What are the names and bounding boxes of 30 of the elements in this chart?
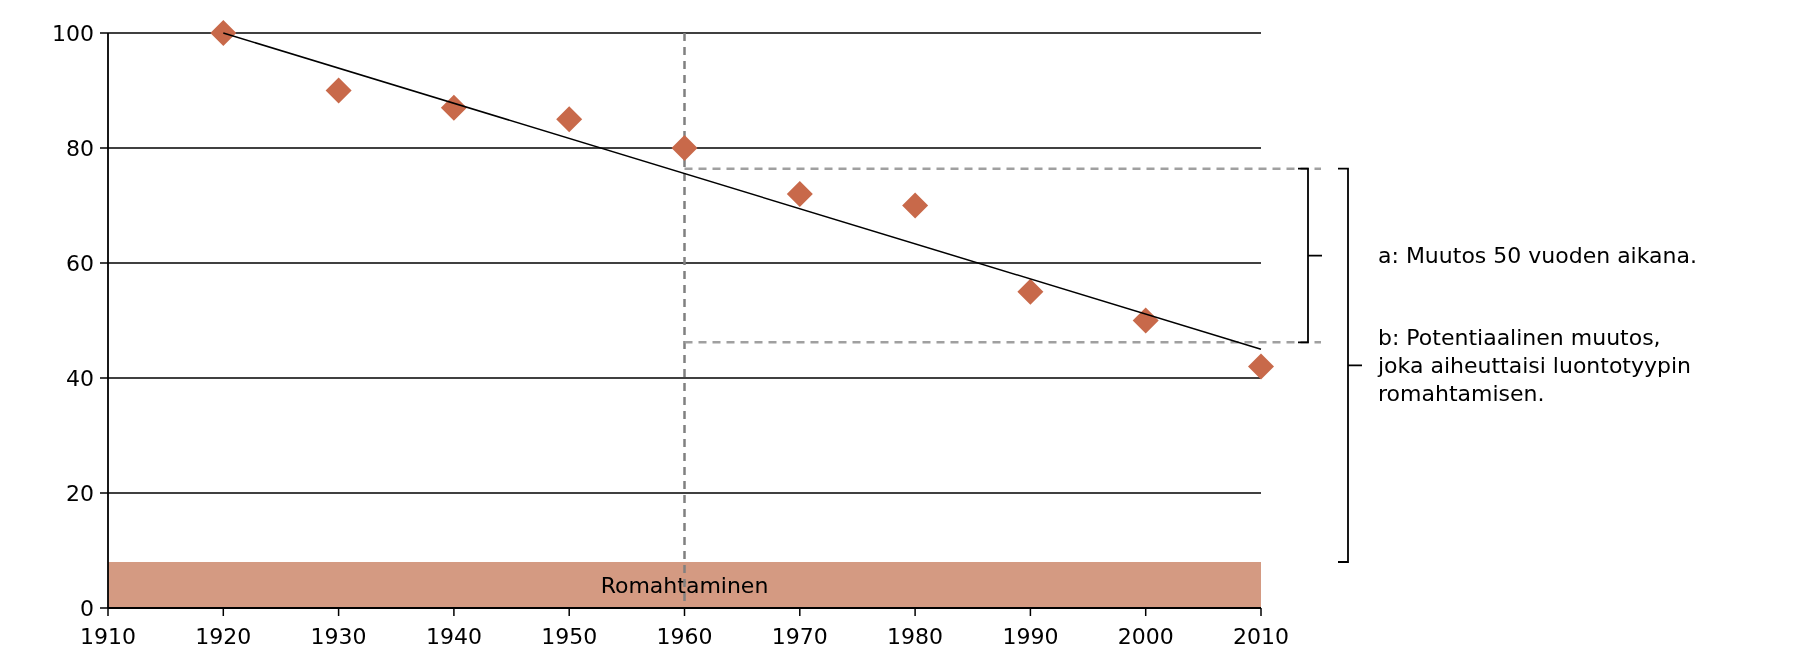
y-tick-label: 100 bbox=[52, 20, 94, 46]
point bbox=[902, 192, 929, 219]
y-tick-label: 0 bbox=[80, 595, 94, 621]
point bbox=[671, 135, 698, 161]
y-tick-label: 60 bbox=[66, 250, 94, 276]
band-label: Romahtaminen bbox=[600, 572, 769, 598]
point bbox=[210, 20, 237, 46]
point bbox=[1132, 307, 1159, 334]
text: b: Potentiaalinen muutos, joka aiheuttaisi luontotyypin romahtamisen. bbox=[1377, 325, 1692, 407]
x-tick-label: 1980 bbox=[887, 624, 944, 649]
x-tick-label: 1920 bbox=[195, 624, 252, 649]
x-tick-label: 2010 bbox=[1233, 624, 1289, 649]
point bbox=[1017, 278, 1044, 305]
point bbox=[1248, 353, 1274, 380]
point bbox=[325, 77, 352, 104]
x-tick-label: 2000 bbox=[1117, 624, 1174, 649]
point bbox=[786, 181, 813, 207]
x-tick-label: 1990 bbox=[1002, 624, 1059, 649]
x-tick-label: 1970 bbox=[771, 624, 828, 649]
y-tick-label: 40 bbox=[66, 365, 94, 391]
y-tick-label: 80 bbox=[66, 135, 94, 161]
x-tick-label: 1910 bbox=[80, 624, 136, 649]
point bbox=[556, 106, 583, 133]
x-tick-label: 1940 bbox=[425, 624, 482, 649]
x-tick-label: 1960 bbox=[656, 624, 713, 649]
x-tick-label: 1950 bbox=[541, 624, 598, 649]
point bbox=[440, 94, 467, 121]
text: a: Muutos 50 vuoden aikana. bbox=[1378, 243, 1697, 269]
y-tick-label: 20 bbox=[66, 480, 94, 506]
x-tick-label: 1930 bbox=[310, 624, 367, 649]
